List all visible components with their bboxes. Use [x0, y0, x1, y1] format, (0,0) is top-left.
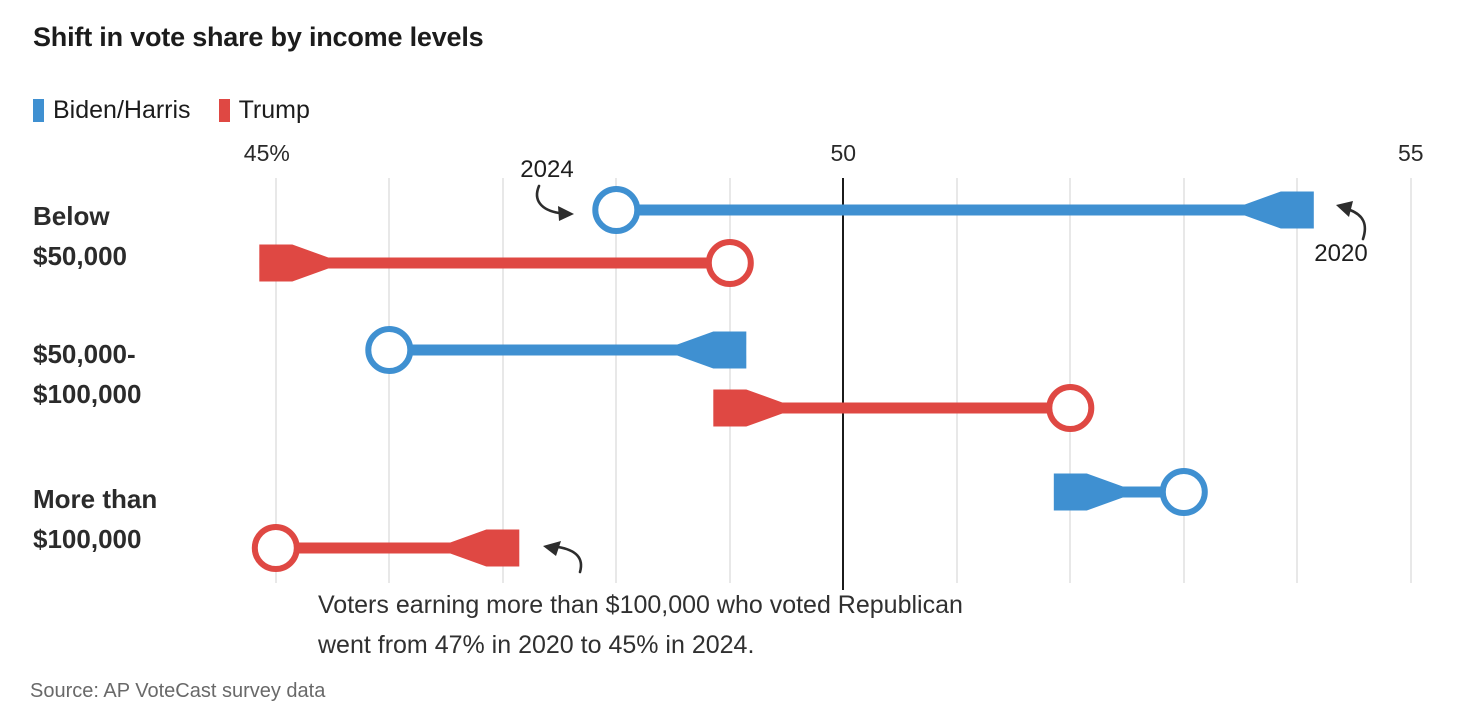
legend-swatch-trump-icon [218, 99, 230, 122]
tail-2020-marker [259, 244, 329, 282]
category-label-line2: $100,000 [33, 379, 142, 409]
legend-item-trump: Trump [218, 96, 310, 125]
category-label-line2: $100,000 [33, 524, 142, 554]
arrow-biden-harris-below-50-000 [592, 186, 1314, 234]
annotation-2024-label: 2024 [520, 156, 574, 183]
tail-2020-marker [1244, 191, 1314, 229]
gridline-48 [615, 178, 618, 583]
arrow-biden-harris-50-000-100-000 [365, 326, 747, 374]
circle-2024-marker [1159, 468, 1208, 516]
circle-2024-marker [1046, 384, 1095, 432]
connector-line [615, 204, 1248, 216]
annotation-note-line2: went from 47% in 2020 to 45% in 2024. [318, 631, 755, 659]
curved-arrow-2020-icon [1336, 201, 1367, 241]
legend: Biden/Harris Trump [33, 96, 310, 125]
x-axis-tick-55: 55 [1398, 140, 1424, 166]
annotation-note: Voters earning more than $100,000 who vo… [318, 585, 963, 665]
x-axis-tick-45: 45% [243, 140, 290, 166]
annotation-2020-label: 2020 [1314, 240, 1368, 267]
category-label-50-000-100-000: $50,000- $100,000 [33, 334, 141, 414]
connector-line [1121, 486, 1187, 498]
legend-swatch-biden-icon [33, 99, 44, 122]
connector-line [327, 257, 733, 269]
legend-label-biden-harris: Biden/Harris [53, 96, 191, 124]
curved-arrow-note-icon [543, 541, 583, 574]
connector-line [274, 542, 454, 554]
connector-line [388, 344, 681, 356]
x-axis-tick-50: 50 [830, 140, 857, 166]
arrow-biden-harris-more-than-100-000 [1053, 468, 1208, 516]
gridline-47 [501, 178, 504, 583]
gridline-55 [1409, 178, 1412, 583]
category-label-line2: $50,000 [33, 241, 127, 271]
category-label-more-than-100-000: More than $100,000 [33, 479, 157, 559]
legend-label-trump: Trump [238, 96, 310, 124]
category-label-line1: More than [33, 484, 158, 514]
category-label-line1: Below [33, 201, 110, 231]
reference-line-50 [842, 178, 845, 590]
gridline-46 [388, 178, 391, 583]
tail-2020-marker [1053, 473, 1123, 511]
gridline-45 [274, 178, 277, 583]
gridline-52 [1069, 178, 1072, 583]
gridline-51 [955, 178, 958, 583]
tail-2020-marker [677, 331, 747, 369]
category-label-below-50-000: Below $50,000 [33, 196, 127, 276]
circle-2024-marker [705, 239, 754, 287]
circle-2024-marker [251, 524, 300, 572]
annotation-note-line1: Voters earning more than $100,000 who vo… [318, 591, 963, 619]
connector-line [781, 402, 1074, 414]
category-label-line1: $50,000- [33, 339, 136, 369]
arrow-trump-more-than-100-000 [251, 524, 520, 572]
arrow-trump-below-50-000 [259, 239, 754, 287]
circle-2024-marker [592, 186, 641, 234]
circle-2024-marker [365, 326, 414, 374]
gridline-49 [728, 178, 731, 583]
tail-2020-marker [450, 529, 520, 567]
legend-item-biden-harris: Biden/Harris [33, 96, 191, 125]
source-note: Source: AP VoteCast survey data [30, 680, 326, 702]
chart-title: Shift in vote share by income levels [33, 22, 484, 52]
tail-2020-marker [713, 389, 783, 427]
gridline-54 [1296, 178, 1299, 583]
curved-arrow-2024-icon [535, 184, 574, 221]
gridline-53 [1182, 178, 1185, 583]
arrow-trump-50-000-100-000 [713, 384, 1095, 432]
